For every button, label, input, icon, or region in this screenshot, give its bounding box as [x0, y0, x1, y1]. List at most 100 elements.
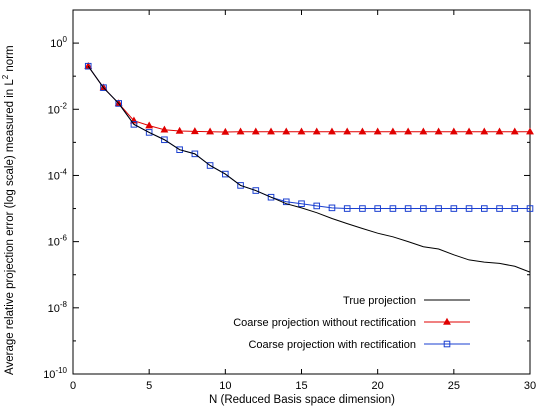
- y-tick-label: 10-6: [48, 234, 68, 249]
- data-point: [206, 162, 214, 169]
- data-point: [282, 127, 291, 135]
- y-tick-label-exponent: 0: [63, 35, 68, 44]
- x-tick-label: 5: [146, 380, 152, 392]
- data-point: [374, 205, 381, 212]
- series-true-projection: [87, 65, 531, 273]
- y-tick-label: 10-2: [48, 101, 68, 116]
- data-point: [312, 127, 321, 135]
- data-point: [496, 205, 503, 212]
- data-point: [297, 127, 306, 135]
- data-point: [388, 127, 397, 135]
- data-point: [343, 205, 351, 212]
- data-point: [449, 127, 458, 135]
- series-with-rectification: [84, 62, 534, 212]
- legend-item: True projection: [343, 295, 470, 307]
- y-tick-label-exponent: -10: [55, 366, 67, 375]
- data-point: [510, 127, 519, 135]
- y-tick-label: 10-8: [48, 300, 68, 315]
- y-tick-label-exponent: -4: [60, 167, 68, 176]
- data-point: [373, 127, 382, 135]
- x-tick-label: 20: [372, 380, 384, 392]
- y-tick-label-base: 10: [43, 369, 55, 381]
- x-tick-label: 10: [219, 380, 231, 392]
- y-tick-label: 10-10: [43, 366, 67, 381]
- data-point: [175, 126, 184, 134]
- x-tick-label: 30: [524, 380, 536, 392]
- y-tick-label-base: 10: [48, 104, 60, 116]
- y-tick-label-base: 10: [48, 303, 60, 315]
- data-point: [328, 127, 336, 135]
- data-point: [191, 150, 199, 158]
- y-tick-label: 10-4: [48, 167, 68, 182]
- x-axis-label: N (Reduced Basis space dimension): [209, 394, 395, 406]
- legend-item: Coarse projection with rectification: [248, 339, 470, 351]
- series-line: [87, 65, 530, 133]
- data-point: [237, 182, 244, 189]
- data-point: [221, 127, 230, 135]
- data-point: [358, 127, 367, 135]
- series-without-rectification: [84, 62, 534, 135]
- x-tick-label: 25: [448, 380, 460, 392]
- data-point: [251, 127, 260, 135]
- y-axis-label: Average relative projection error (log s…: [1, 45, 16, 375]
- data-point: [115, 100, 123, 107]
- data-point: [465, 205, 473, 212]
- legend: True projection Coarse projection without…: [233, 295, 470, 351]
- data-point: [481, 205, 488, 212]
- data-point: [130, 121, 138, 128]
- legend-marker: [443, 317, 451, 325]
- data-point: [161, 136, 168, 144]
- data-point: [267, 127, 275, 135]
- data-point: [282, 198, 290, 206]
- data-point: [389, 205, 397, 212]
- data-point: [404, 127, 413, 135]
- legend-item: Coarse projection without rectification: [233, 317, 470, 329]
- data-point: [252, 187, 260, 194]
- data-point: [298, 200, 305, 208]
- legend-label: Coarse projection with rectification: [248, 339, 416, 351]
- y-axis-label-text: Average relative projection error (log s…: [4, 79, 16, 375]
- legend-label: True projection: [343, 295, 416, 307]
- data-point: [526, 205, 534, 212]
- data-point: [100, 84, 107, 91]
- y-tick-label-base: 10: [50, 38, 62, 50]
- data-point: [420, 205, 427, 212]
- y-axis-label-superscript: 2: [1, 74, 10, 79]
- y-tick-label-exponent: -2: [60, 101, 68, 110]
- y-tick-label-base: 10: [48, 237, 60, 249]
- data-point: [404, 205, 412, 212]
- data-point: [343, 127, 352, 135]
- data-point: [434, 127, 443, 135]
- series-line: [87, 65, 530, 210]
- x-tick-label: 15: [295, 380, 307, 392]
- data-point: [495, 127, 504, 135]
- data-point: [419, 127, 428, 135]
- series-lines: [84, 62, 534, 273]
- x-tick-label: 0: [70, 380, 76, 392]
- y-tick-label: 100: [50, 35, 67, 50]
- data-point: [145, 129, 153, 136]
- y-tick-label-base: 10: [48, 170, 60, 182]
- y-tick-label-exponent: -8: [60, 300, 68, 309]
- data-point: [160, 125, 169, 133]
- data-point: [190, 127, 199, 135]
- data-point: [176, 146, 183, 154]
- data-point: [526, 127, 534, 135]
- legend-marker: [443, 340, 451, 348]
- data-point: [313, 202, 321, 210]
- data-point: [145, 121, 154, 129]
- data-point: [267, 193, 275, 201]
- data-point: [206, 127, 215, 135]
- series-line: [87, 65, 531, 273]
- data-point: [359, 205, 366, 212]
- data-point: [480, 127, 489, 135]
- data-point: [435, 205, 442, 212]
- y-axis-label-suffix: norm: [4, 45, 16, 74]
- data-point: [236, 127, 245, 135]
- data-point: [84, 62, 92, 70]
- data-point: [328, 204, 336, 212]
- x-axis-ticks: 0 5 10 15 20 25 30: [70, 10, 536, 392]
- data-point: [222, 170, 229, 178]
